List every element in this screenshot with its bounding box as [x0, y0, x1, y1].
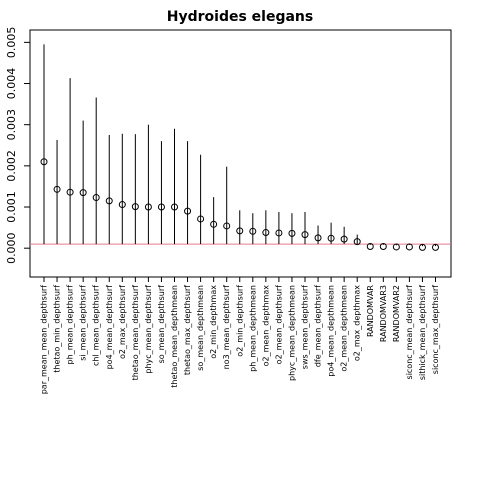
x-tick-label: o2_max_depthsurf — [118, 285, 127, 359]
x-tick-label: chl_mean_depthsurf — [92, 285, 101, 366]
data-point — [223, 222, 231, 230]
y-axis: 0.000 0.001 0.002 0.003 0.004 0.005 — [5, 27, 30, 264]
x-tick-label: RANDOMVAR3 — [379, 285, 388, 342]
x-tick-label: thetao_max_depthsurf — [183, 285, 192, 375]
data-point — [92, 194, 100, 202]
x-tick-label: po4_mean_depthmean — [327, 285, 336, 377]
data-point — [301, 231, 309, 239]
x-tick-label: thetao_mean_depthsurf — [131, 285, 140, 381]
data-point — [40, 158, 48, 166]
x-tick-label: no3_mean_depthsurf — [222, 285, 231, 370]
data-point — [131, 203, 139, 211]
x-tick-label: siconc_mean_depthsurf — [405, 285, 414, 380]
x-tick-label: siconc_max_depthsurf — [431, 285, 440, 374]
y-tick-label: 0.005 — [5, 27, 18, 59]
data-point — [184, 207, 192, 215]
chart-title: Hydroides elegans — [167, 9, 313, 25]
data-point — [392, 243, 400, 251]
x-tick-label: thetao_mean_depthmean — [170, 285, 179, 388]
x-tick-label: ph_mean_depthmean — [248, 285, 257, 372]
x-tick-label: dfe_mean_depthsurf — [314, 285, 323, 367]
data-point — [79, 189, 87, 197]
x-axis: par_mean_mean_depthsurf thetao_min_depths… — [40, 277, 440, 394]
data-point — [66, 188, 74, 196]
x-tick-label: thetao_min_depthsurf — [53, 285, 62, 373]
data-point — [171, 203, 178, 211]
x-tick-label: phyc_mean_depthsurf — [144, 285, 153, 374]
x-tick-label: phyc_mean_depthmean — [287, 285, 296, 381]
data-point — [262, 229, 270, 237]
data-point — [157, 203, 165, 211]
plot-frame — [29, 29, 452, 278]
y-tick-label: 0.000 — [5, 232, 18, 264]
x-tick-label: par_mean_mean_depthsurf — [40, 285, 49, 394]
error-bars — [43, 44, 436, 247]
data-point — [275, 229, 283, 237]
data-point — [314, 234, 322, 242]
x-tick-label: o2_mean_depthsurf — [274, 285, 283, 364]
data-point — [197, 215, 205, 223]
x-tick-label: o2_max_depthmax — [353, 285, 362, 361]
data-points — [40, 158, 439, 251]
data-point — [53, 185, 61, 193]
y-tick-label: 0.003 — [5, 109, 18, 141]
data-point — [249, 227, 257, 235]
data-point — [432, 243, 439, 251]
data-point — [118, 201, 126, 209]
y-tick-label: 0.002 — [5, 150, 18, 182]
x-tick-label: o2_mean_depthmean — [340, 285, 349, 372]
x-tick-label: sws_mean_depthsurf — [301, 285, 310, 369]
data-point — [288, 229, 296, 237]
data-point — [327, 234, 335, 242]
data-point — [366, 243, 374, 251]
x-tick-label: si_mean_depthsurf — [79, 285, 88, 361]
data-point — [405, 243, 413, 251]
x-tick-label: o2_min_depthsurf — [235, 285, 244, 357]
x-tick-label: o2_min_depthmax — [209, 285, 218, 359]
y-tick-label: 0.004 — [5, 68, 18, 100]
data-point — [379, 243, 387, 251]
x-tick-label: o2_mean_depthmax — [261, 285, 270, 367]
x-tick-label: so_mean_depthmean — [196, 285, 205, 371]
data-point — [144, 203, 152, 211]
x-tick-label: so_mean_depthsurf — [157, 285, 166, 364]
x-tick-label: ph_mean_depthsurf — [66, 285, 75, 365]
data-point — [418, 243, 426, 251]
y-tick-label: 0.001 — [5, 191, 18, 223]
data-point — [210, 220, 218, 228]
data-point — [340, 235, 348, 243]
data-point — [353, 238, 361, 246]
data-point — [236, 227, 244, 235]
x-tick-label: RANDOMVAR2 — [392, 285, 401, 342]
data-point — [105, 197, 113, 205]
x-tick-label: sithick_mean_depthsurf — [418, 285, 427, 380]
x-tick-label: RANDOMVAR — [366, 285, 375, 337]
x-tick-label: po4_mean_depthsurf — [105, 285, 114, 370]
